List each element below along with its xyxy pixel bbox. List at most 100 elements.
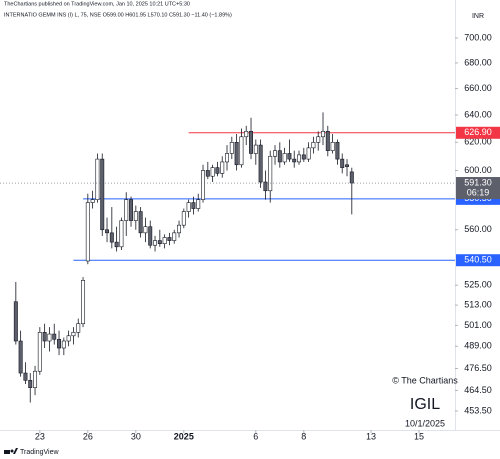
candle-body	[18, 340, 23, 374]
candle-body	[297, 154, 301, 163]
y-tick-label: 660.00	[464, 83, 492, 93]
candle-body	[28, 380, 33, 388]
candle-body	[129, 199, 134, 221]
candle-body	[66, 335, 71, 342]
candle-body	[37, 332, 42, 372]
candle-body	[234, 142, 239, 166]
x-tick-label: 23	[35, 431, 45, 441]
candle-body	[57, 338, 62, 349]
candle-body	[229, 142, 234, 154]
watermark-date: 10/1/2025	[405, 418, 445, 428]
candle-body	[172, 232, 177, 241]
y-tick-label: 525.00	[464, 280, 492, 290]
y-tick-label: 640.00	[464, 109, 492, 119]
x-tick-label: 2025	[174, 431, 194, 441]
candle-body	[90, 199, 95, 203]
candle-body	[325, 130, 330, 151]
x-tick-label: 8	[301, 431, 306, 441]
candle-body	[148, 226, 153, 246]
candle-body	[316, 136, 321, 143]
y-tick-label: 489.00	[464, 341, 492, 351]
candle-body	[349, 171, 354, 184]
candle-body	[340, 158, 345, 168]
candle-body	[157, 240, 162, 244]
candle-body	[273, 150, 277, 157]
candle-body	[205, 170, 210, 177]
countdown-label: 06:19	[467, 187, 490, 197]
candle-body	[100, 158, 105, 231]
candle-body	[282, 153, 287, 163]
y-tick-label: 620.00	[464, 137, 492, 147]
x-tick-label: 13	[366, 431, 376, 441]
candle-body	[109, 232, 114, 243]
candle-body	[306, 147, 311, 160]
candle-body	[244, 130, 249, 138]
candle-body	[277, 150, 282, 163]
candle-body	[143, 226, 148, 234]
candle-body	[95, 158, 100, 200]
y-tick-label: 501.00	[464, 320, 492, 330]
x-tick-label: 30	[131, 431, 141, 441]
candle-body	[301, 154, 306, 160]
candle-body	[153, 240, 158, 246]
candle-body	[220, 161, 225, 174]
candle-body	[287, 153, 292, 160]
candle-body	[345, 164, 349, 167]
candle-body	[311, 142, 316, 149]
candle-body	[105, 229, 110, 234]
candle-body	[201, 170, 206, 200]
watermark-symbol: IGIL	[410, 396, 440, 413]
candle-body	[186, 202, 191, 212]
candle-body	[268, 155, 273, 192]
candle-body	[177, 224, 182, 234]
candle-body	[215, 167, 220, 174]
symbol-line: INTERNATIO GEMM INS (I) L, 75, NSE O599.…	[4, 12, 232, 18]
candle-body	[225, 153, 229, 163]
candle-body	[239, 136, 244, 166]
x-tick-label: 26	[83, 431, 93, 441]
attribution: TheChartians published on TradingView.co…	[4, 1, 190, 7]
candle-body	[124, 199, 129, 221]
footer-logo	[4, 448, 18, 454]
y-tick-label: 464.50	[464, 385, 492, 395]
level-tag-label: 540.50	[464, 255, 492, 265]
y-tick-label: 453.50	[464, 405, 492, 415]
candle-body	[133, 211, 138, 221]
candle-body	[71, 332, 76, 337]
candle-body	[138, 211, 143, 234]
candle-body	[119, 220, 124, 248]
candle-body	[258, 144, 263, 183]
candle-body	[321, 130, 325, 138]
y-tick-label: 700.00	[464, 32, 492, 42]
footer-brand: TradingView	[20, 449, 59, 456]
candle-body	[33, 370, 38, 388]
candle-body	[42, 332, 47, 342]
candle-body	[47, 333, 52, 342]
y-tick-label: 560.00	[464, 224, 492, 234]
candle-body	[23, 372, 28, 381]
y-tick-label: 680.00	[464, 57, 492, 67]
candle-body	[263, 181, 268, 192]
currency: INR	[472, 13, 484, 20]
candle-body	[61, 340, 66, 349]
candle-body	[13, 301, 18, 342]
y-tick-label: 513.00	[464, 299, 492, 309]
candle-body	[76, 323, 81, 333]
candle-body	[81, 280, 86, 325]
candle-body	[330, 142, 335, 151]
x-tick-label: 6	[253, 431, 258, 441]
candle-body	[249, 130, 253, 154]
y-tick-label: 476.50	[464, 363, 492, 373]
candle-body	[85, 202, 90, 262]
candle-body	[162, 237, 167, 244]
last-price-tag	[456, 177, 500, 200]
candle-body	[253, 144, 258, 154]
y-tick-label: 600.00	[464, 165, 492, 175]
candle-body	[335, 142, 340, 160]
candle-body	[196, 199, 201, 209]
candle-body	[167, 237, 172, 241]
candle-body	[52, 333, 57, 340]
